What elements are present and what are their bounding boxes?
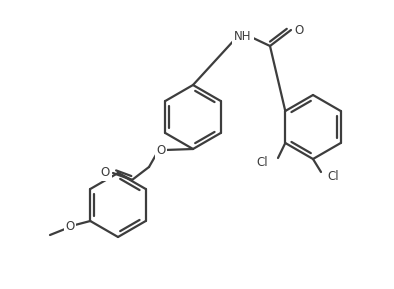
Text: NH: NH xyxy=(234,31,252,44)
Text: O: O xyxy=(101,166,110,179)
Text: Cl: Cl xyxy=(256,155,268,168)
Text: Cl: Cl xyxy=(327,170,338,182)
Text: O: O xyxy=(294,23,303,36)
Text: O: O xyxy=(65,221,74,234)
Text: O: O xyxy=(156,144,165,158)
